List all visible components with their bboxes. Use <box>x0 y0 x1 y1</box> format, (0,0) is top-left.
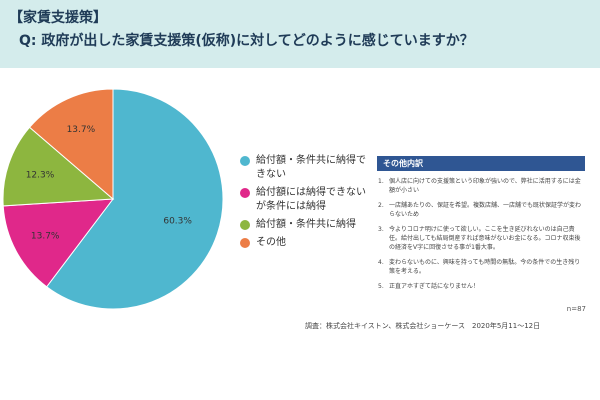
panel-item-text: 一店舗あたりの、保証を希望。複数店舗、一店舗でも既状保証学が変わらないため <box>389 202 582 218</box>
panel-item-text: 正直アホすぎて話になりません！ <box>389 283 479 290</box>
pie-slice-4 <box>28 88 114 201</box>
panel-item-number: 3. <box>378 226 384 233</box>
legend-swatch <box>240 156 250 166</box>
legend-item: その他 <box>240 236 370 250</box>
pie-slice-2 <box>2 198 115 288</box>
panel-item-number: 4. <box>378 259 384 266</box>
section-tag: 【家賃支援策】 <box>9 10 107 26</box>
pie-slice-label-2: 13.7% <box>31 231 60 241</box>
legend: 給付額・条件共に納得できない 給付額には納得できないが条件には納得 給付額・条件… <box>240 154 370 254</box>
header-banner: 【家賃支援策】 Q: 政府が出した家賃支援策(仮称)に対してどのように感じていま… <box>0 0 600 68</box>
panel-item-text: 今よりコロナ明けに使って欲しい。ここを生き延びれないのは自己責任。給付出しても結… <box>389 226 581 251</box>
pie-slice-label-4: 13.7% <box>67 125 96 135</box>
legend-item: 給付額には納得できないが条件には納得 <box>240 186 370 214</box>
panel-item: 2. 一店舗あたりの、保証を希望。複数店舗、一店舗でも既状保証学が変わらないため <box>377 201 585 219</box>
pie-chart: 60.3% 13.7% 12.3% 13.7% <box>2 88 224 310</box>
panel-list: 1. 個人店に向けての支援策という印象が強いので、弊社に活用するには金額が小さい… <box>377 177 585 291</box>
pie-slice-label-3: 12.3% <box>26 171 55 181</box>
panel-item-text: 変わらないものに、興味を持っても時間の無駄。今の条件での生き残り策を考える。 <box>389 259 581 275</box>
panel-item-number: 2. <box>378 202 384 209</box>
legend-label: 給付額には納得できないが条件には納得 <box>256 187 366 212</box>
question-title: Q: 政府が出した家賃支援策(仮称)に対してどのように感じていますか？ <box>19 33 474 49</box>
legend-swatch <box>240 220 250 230</box>
panel-item: 3. 今よりコロナ明けに使って欲しい。ここを生き延びれないのは自己責任。給付出し… <box>377 225 585 252</box>
panel-item-number: 1. <box>378 178 384 185</box>
legend-label: 給付額・条件共に納得できない <box>256 155 366 180</box>
pie-slice-1 <box>45 88 224 310</box>
pie-slice-3 <box>2 126 115 207</box>
legend-item: 給付額・条件共に納得できない <box>240 154 370 182</box>
other-breakdown-panel: その他内訳 1. 個人店に向けての支援策という印象が強いので、弊社に活用するには… <box>377 156 585 291</box>
legend-label: その他 <box>256 237 286 248</box>
panel-item-number: 5. <box>378 283 384 290</box>
legend-swatch <box>240 188 250 198</box>
legend-label: 給付額・条件共に納得 <box>256 219 356 230</box>
panel-item: 4. 変わらないものに、興味を持っても時間の無駄。今の条件での生き残り策を考える… <box>377 258 585 276</box>
sample-size: n=87 <box>566 305 586 313</box>
panel-title: その他内訳 <box>377 156 585 171</box>
panel-item-text: 個人店に向けての支援策という印象が強いので、弊社に活用するには金額が小さい <box>389 178 581 194</box>
legend-item: 給付額・条件共に納得 <box>240 218 370 232</box>
source-note: 調査：株式会社キイストン、株式会社ショーケース 2020年5月11〜12日 <box>305 322 541 330</box>
panel-item: 5. 正直アホすぎて話になりません！ <box>377 282 585 291</box>
pie-slice-label-1: 60.3% <box>163 217 192 227</box>
panel-item: 1. 個人店に向けての支援策という印象が強いので、弊社に活用するには金額が小さい <box>377 177 585 195</box>
legend-swatch <box>240 238 250 248</box>
